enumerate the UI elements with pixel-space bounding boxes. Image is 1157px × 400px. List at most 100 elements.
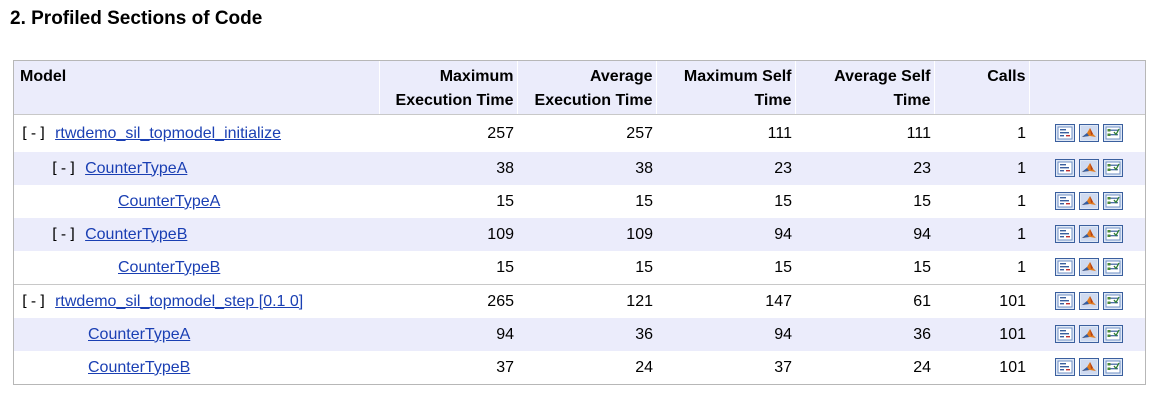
max-exec-time-cell: 109 [379,217,517,251]
model-link[interactable]: CounterTypeA [88,325,191,343]
max-self-time-cell: 37 [656,350,795,384]
matlab-icon[interactable] [1079,325,1099,343]
row-icons [1033,285,1142,318]
row-icons [1033,152,1142,185]
calls-cell: 1 [934,114,1029,152]
avg-self-time-cell: 61 [795,283,934,318]
code-report-icon[interactable] [1055,225,1075,243]
matlab-icon[interactable] [1079,292,1099,310]
model-link[interactable]: rtwdemo_sil_topmodel_step [0.1 0] [55,292,304,310]
avg-exec-time-cell: 109 [517,217,656,251]
row-icons [1033,351,1142,384]
code-report-icon[interactable] [1055,292,1075,310]
row-icons [1033,318,1142,351]
avg-self-time-cell: 15 [795,250,934,284]
header-calls: Calls [934,61,1030,115]
model-cell: CounterTypeA [14,317,379,351]
header-calls-label: Calls [987,68,1026,85]
header-max-self-line2: Time [754,92,792,109]
actions-cell [1029,250,1145,284]
max-self-time-cell: 23 [656,151,795,185]
max-self-time-cell: 94 [656,317,795,351]
model-icon[interactable] [1103,124,1123,143]
profiled-sections-table-container: Model Maximum Execution Time Average Exe… [13,60,1146,385]
header-avg-self-line1: Average Self [834,68,931,85]
model-icon[interactable] [1103,159,1123,177]
matlab-icon[interactable] [1079,159,1099,177]
model-cell: [-] rtwdemo_sil_topmodel_initialize [14,114,379,152]
profiled-sections-table: Model Maximum Execution Time Average Exe… [14,61,1145,384]
max-self-time-cell: 94 [656,217,795,251]
code-report-icon[interactable] [1055,258,1075,276]
model-cell: CounterTypeB [14,350,379,384]
avg-self-time-cell: 111 [795,114,934,152]
code-report-icon[interactable] [1055,325,1075,343]
model-link[interactable]: CounterTypeB [88,358,191,376]
model-cell: [-] CounterTypeB [14,217,379,251]
row-icons [1033,218,1142,251]
model-icon[interactable] [1103,225,1123,243]
avg-self-time-cell: 94 [795,217,934,251]
max-self-time-cell: 147 [656,283,795,318]
section-title: 2. Profiled Sections of Code [10,8,263,29]
table-row: [-] rtwdemo_sil_topmodel_initialize 257 2… [14,114,1145,152]
actions-cell [1029,350,1145,384]
code-report-icon[interactable] [1055,124,1075,143]
actions-cell [1029,114,1145,152]
model-link[interactable]: rtwdemo_sil_topmodel_initialize [55,124,281,142]
collapse-toggle[interactable]: [-] [50,224,78,243]
calls-cell: 101 [934,350,1029,384]
header-max-exec-time: Maximum Execution Time [379,61,518,115]
collapse-toggle[interactable]: [-] [20,123,48,142]
code-report-icon[interactable] [1055,159,1075,177]
model-icon[interactable] [1103,258,1123,276]
table-row: CounterTypeA 94 36 94 36 101 [14,317,1145,351]
model-link[interactable]: CounterTypeA [118,192,221,210]
table-row: CounterTypeA 15 15 15 15 1 [14,184,1145,218]
model-link[interactable]: CounterTypeB [85,225,188,243]
code-report-icon[interactable] [1055,358,1075,376]
code-report-icon[interactable] [1055,192,1075,210]
model-link[interactable]: CounterTypeA [85,159,188,177]
header-avg-self-line2: Time [893,92,931,109]
header-max-exec-line2: Execution Time [395,92,514,109]
max-self-time-cell: 111 [656,114,795,152]
matlab-icon[interactable] [1079,358,1099,376]
row-icons [1033,251,1142,284]
table-row: [-] CounterTypeB 109 109 94 94 1 [14,217,1145,251]
actions-cell [1029,317,1145,351]
avg-exec-time-cell: 15 [517,184,656,218]
header-avg-self-time: Average Self Time [795,61,935,115]
model-icon[interactable] [1103,292,1123,310]
header-max-self-time: Maximum Self Time [656,61,796,115]
model-cell: CounterTypeB [14,250,379,284]
actions-cell [1029,184,1145,218]
calls-cell: 1 [934,151,1029,185]
collapse-toggle[interactable]: [-] [50,158,78,177]
calls-cell: 101 [934,317,1029,351]
avg-exec-time-cell: 15 [517,250,656,284]
calls-cell: 1 [934,184,1029,218]
matlab-icon[interactable] [1079,124,1099,143]
model-link[interactable]: CounterTypeB [118,258,221,276]
max-self-time-cell: 15 [656,184,795,218]
table-header-row: Model Maximum Execution Time Average Exe… [14,61,1145,115]
model-icon[interactable] [1103,358,1123,376]
avg-exec-time-cell: 38 [517,151,656,185]
max-exec-time-cell: 38 [379,151,517,185]
row-icons [1033,185,1142,218]
header-model-label: Model [20,68,67,85]
max-self-time-cell: 15 [656,250,795,284]
calls-cell: 101 [934,283,1029,318]
collapse-toggle[interactable]: [-] [20,291,48,310]
header-actions [1029,61,1145,115]
header-avg-exec-line1: Average [589,68,653,85]
model-icon[interactable] [1103,192,1123,210]
model-icon[interactable] [1103,325,1123,343]
table-row: CounterTypeB 15 15 15 15 1 [14,250,1145,284]
matlab-icon[interactable] [1079,258,1099,276]
row-icons [1033,117,1142,150]
max-exec-time-cell: 37 [379,350,517,384]
matlab-icon[interactable] [1079,225,1099,243]
matlab-icon[interactable] [1079,192,1099,210]
